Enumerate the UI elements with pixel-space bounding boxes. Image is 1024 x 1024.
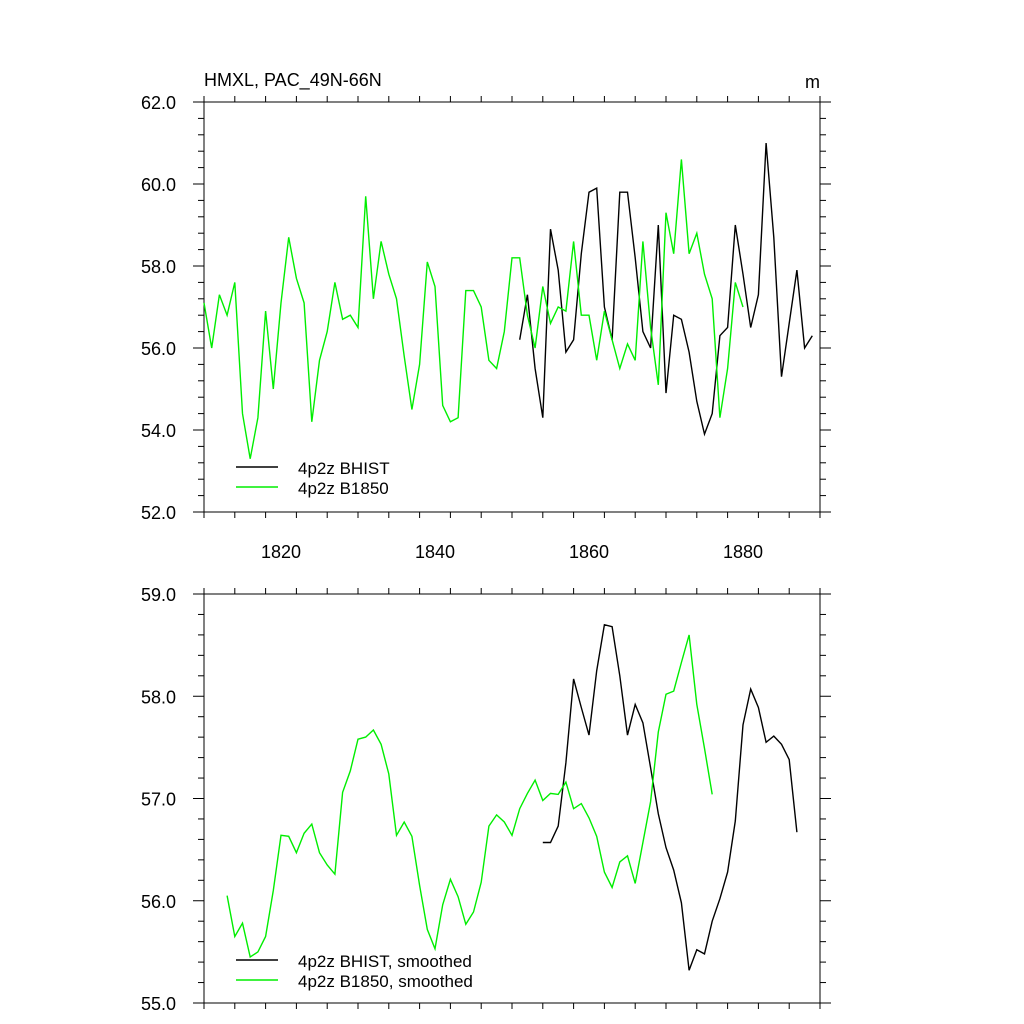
x-tick-label: 1860: [569, 542, 609, 562]
x-tick-label: 1840: [415, 542, 455, 562]
legend-label: 4p2z B1850: [298, 479, 389, 498]
y-tick-label: 57.0: [141, 790, 176, 810]
y-tick-label: 56.0: [141, 339, 176, 359]
legend-label: 4p2z BHIST: [298, 459, 390, 478]
legend-label: 4p2z B1850, smoothed: [298, 972, 473, 991]
panel-bottom-smoothed: 55.0 56.0 57.0 58.0 59.0 4p2z BHIST, smoothed…: [141, 585, 831, 1014]
y-tick-label: 56.0: [141, 892, 176, 912]
y-tick-label: 58.0: [141, 257, 176, 277]
y-tick-label: 60.0: [141, 175, 176, 195]
y-tick-label: 59.0: [141, 585, 176, 605]
y-tick-label: 54.0: [141, 421, 176, 441]
x-tick-label: 1820: [261, 542, 301, 562]
series-line-b1850: [226, 634, 713, 959]
series-line-b1850: [203, 159, 744, 459]
panel-top-hmxl: HMXL, PAC_49N-66N m 52.0 54.0 56.0 58.0 60.0…: [141, 70, 831, 562]
series-line-bhist: [519, 142, 813, 437]
x-tick-label: 1880: [723, 542, 763, 562]
series-line-bhist: [542, 623, 798, 971]
units-label: m: [805, 72, 820, 92]
chart-title: HMXL, PAC_49N-66N: [204, 70, 382, 91]
y-tick-label: 52.0: [141, 503, 176, 523]
y-tick-label: 58.0: [141, 687, 176, 707]
y-tick-label: 55.0: [141, 994, 176, 1014]
y-tick-label: 62.0: [141, 93, 176, 113]
plot-frame: [203, 101, 821, 513]
legend-label: 4p2z BHIST, smoothed: [298, 952, 472, 971]
plot-frame: [203, 593, 821, 1004]
